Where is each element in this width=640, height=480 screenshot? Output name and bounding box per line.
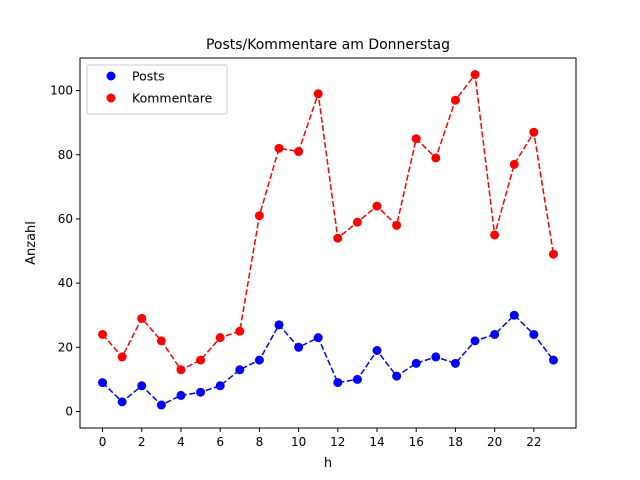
data-point-posts [548, 355, 558, 365]
data-point-posts [431, 352, 441, 362]
x-tick-label: 22 [526, 435, 541, 449]
data-point-posts [392, 371, 402, 381]
data-point-kommentare [294, 147, 304, 157]
x-tick-label: 14 [369, 435, 384, 449]
data-point-kommentare [196, 355, 206, 365]
data-point-posts [156, 400, 166, 410]
y-tick-label: 0 [65, 404, 73, 418]
data-point-kommentare [98, 329, 108, 339]
x-axis-label: h [324, 456, 332, 471]
chart-title: Posts/Kommentare am Donnerstag [206, 37, 450, 53]
data-point-kommentare [176, 365, 186, 375]
data-point-posts [294, 342, 304, 352]
data-point-kommentare [509, 159, 519, 169]
data-point-posts [137, 381, 147, 391]
data-point-kommentare [215, 333, 225, 343]
data-point-posts [372, 346, 382, 356]
data-point-kommentare [313, 89, 323, 99]
y-tick-label: 100 [50, 84, 73, 98]
data-point-kommentare [274, 143, 284, 153]
data-point-kommentare [352, 217, 362, 227]
data-point-posts [117, 397, 127, 407]
data-point-posts [450, 358, 460, 368]
data-point-posts [254, 355, 264, 365]
data-point-kommentare [470, 70, 480, 80]
data-point-kommentare [490, 230, 500, 240]
legend-marker-kommentare [106, 93, 116, 103]
data-point-kommentare [392, 220, 402, 230]
legend-label-posts: Posts [132, 69, 165, 84]
x-tick-label: 10 [291, 435, 306, 449]
data-point-posts [411, 358, 421, 368]
x-tick-label: 6 [216, 435, 224, 449]
series-line-posts [102, 314, 555, 406]
data-point-posts [274, 320, 284, 330]
data-point-posts [470, 336, 480, 346]
y-tick-label: 60 [58, 212, 73, 226]
data-point-kommentare [333, 233, 343, 243]
data-point-kommentare [235, 326, 245, 336]
data-point-kommentare [254, 211, 264, 221]
data-point-posts [333, 378, 343, 388]
legend-box [86, 64, 228, 115]
data-point-kommentare [431, 153, 441, 163]
data-point-posts [235, 365, 245, 375]
x-tick-label: 4 [177, 435, 185, 449]
data-point-posts [529, 329, 539, 339]
data-point-posts [196, 387, 206, 397]
x-tick-label: 12 [330, 435, 345, 449]
data-point-kommentare [548, 249, 558, 259]
y-axis-ticks: 0 20 40 60 80 100 [50, 84, 80, 418]
data-point-posts [176, 390, 186, 400]
series-layer [98, 70, 558, 410]
data-point-kommentare [156, 336, 166, 346]
legend-label-kommentare: Kommentare [132, 91, 213, 106]
data-point-posts [490, 329, 500, 339]
data-point-kommentare [372, 201, 382, 211]
series-line-kommentare [101, 72, 555, 371]
y-tick-label: 20 [58, 340, 73, 354]
data-point-kommentare [117, 352, 127, 362]
y-axis-label: Anzahl [24, 221, 39, 265]
x-tick-label: 0 [99, 435, 107, 449]
data-point-kommentare [137, 313, 147, 323]
x-tick-label: 18 [448, 435, 463, 449]
x-axis-ticks: 0 2 4 6 8 10 12 14 16 18 20 22 [99, 428, 541, 449]
x-tick-label: 20 [487, 435, 502, 449]
x-tick-label: 8 [256, 435, 264, 449]
legend: Posts Kommentare [86, 64, 228, 115]
data-point-posts [352, 374, 362, 384]
x-tick-label: 2 [138, 435, 146, 449]
data-point-posts [509, 310, 519, 320]
legend-marker-posts [106, 71, 116, 81]
x-tick-label: 16 [409, 435, 424, 449]
data-point-posts [215, 381, 225, 391]
data-point-kommentare [529, 127, 539, 137]
plot-frame [79, 57, 577, 429]
data-point-kommentare [450, 95, 460, 105]
data-point-posts [313, 333, 323, 343]
data-point-posts [98, 378, 108, 388]
y-tick-label: 80 [58, 148, 73, 162]
data-point-kommentare [411, 134, 421, 144]
y-tick-label: 40 [58, 276, 73, 290]
